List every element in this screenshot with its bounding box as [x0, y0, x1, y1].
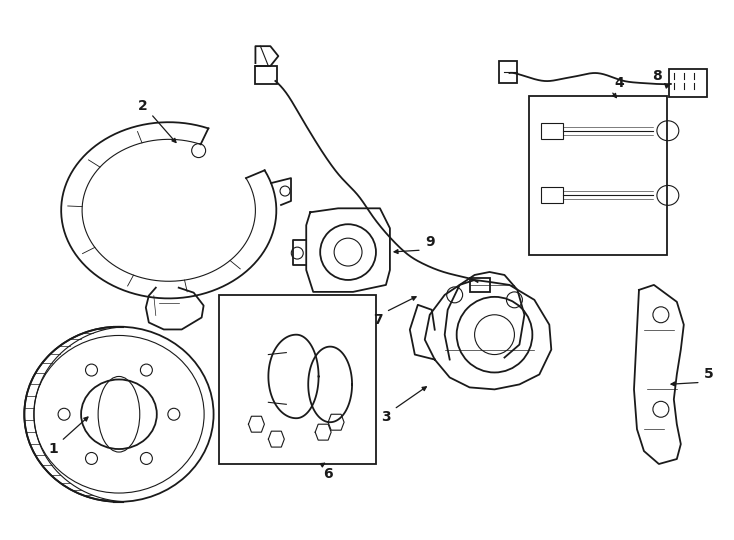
Text: 4: 4 — [614, 76, 624, 90]
Bar — [255, 66, 277, 84]
Bar — [669, 69, 707, 97]
Text: 1: 1 — [48, 442, 58, 456]
Text: 3: 3 — [381, 410, 390, 424]
Text: 2: 2 — [138, 99, 148, 113]
Text: 6: 6 — [324, 467, 333, 481]
Bar — [219, 295, 376, 464]
Text: 8: 8 — [652, 69, 662, 83]
Text: 7: 7 — [373, 313, 382, 327]
Bar — [500, 61, 517, 83]
Text: 5: 5 — [704, 367, 713, 381]
Text: 9: 9 — [425, 235, 435, 249]
Bar — [470, 278, 490, 292]
Bar — [542, 187, 563, 204]
Bar — [529, 96, 667, 255]
Bar — [542, 123, 563, 139]
